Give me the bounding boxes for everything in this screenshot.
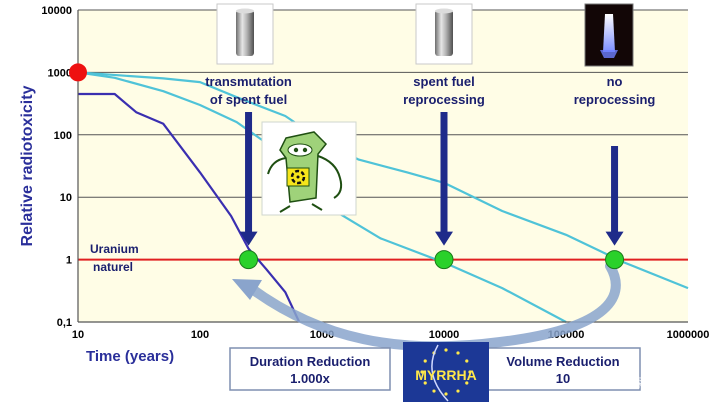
series-line-3: [77, 71, 689, 290]
glowing-fuel-assembly-icon: [584, 3, 634, 67]
marker-group: [69, 63, 625, 270]
logo-star: [465, 381, 469, 385]
annotation-group: transmutation of spent fuel spent fuel repr…: [205, 74, 655, 246]
y-tick-label: 10000: [41, 5, 72, 17]
logo-star: [432, 389, 436, 393]
annotation-label-line1: transmutation: [205, 74, 292, 89]
start-marker: [69, 63, 87, 82]
duration-box-line2: 1.000x: [290, 371, 331, 386]
y-tick-label: 1: [66, 255, 72, 267]
x-tick-label: 1000000: [667, 329, 710, 341]
logo-star: [423, 381, 427, 385]
annotation-arrow-head: [435, 231, 453, 246]
annotation-arrow-shaft: [611, 146, 619, 234]
reference-label-line1: Uranium: [90, 242, 139, 256]
annotation-label-line2: reprocessing: [403, 92, 485, 107]
reference-label-line2: naturel: [93, 260, 133, 274]
watermark: 森罗万象视频: [630, 376, 708, 391]
fuel-rod-icon: [216, 3, 274, 65]
annotation-label-line1: no: [607, 74, 623, 89]
logo-star: [444, 348, 448, 352]
y-tick-label: 10: [60, 192, 72, 204]
annotation-arrow-shaft: [245, 112, 253, 234]
annotation-label-line1: spent fuel: [413, 74, 474, 89]
annotation-arrow-head: [605, 231, 624, 246]
x-tick-label: 10000: [429, 329, 460, 341]
intersection-marker: [434, 250, 454, 270]
annotation-arrow-head: [239, 231, 258, 246]
y-axis-title: Relative radiotoxicity: [19, 85, 36, 246]
x-tick-label: 100: [191, 329, 209, 341]
x-tick-label: 10: [72, 329, 84, 341]
logo-star: [456, 389, 460, 393]
logo-star: [423, 359, 427, 363]
y-tick-label: 0,1: [57, 317, 72, 329]
intersection-marker: [239, 250, 259, 270]
logo-text: MYRRHA: [415, 367, 476, 383]
logo-star: [420, 370, 424, 374]
myrrha-logo: MYRRHA: [403, 342, 489, 402]
logo-star: [444, 392, 448, 396]
annotation-arrow-shaft: [440, 112, 448, 234]
volume-reduction-box: Volume Reduction 10: [485, 347, 641, 391]
y-tick-label: 100: [54, 130, 72, 142]
spent-fuel-canister-icon: [415, 3, 473, 65]
radioactive-barrel-mascot-icon: [261, 121, 357, 216]
annotation-label-line2: of spent fuel: [210, 92, 287, 107]
volume-box-line1: Volume Reduction: [506, 354, 619, 369]
y-tick-label: 1000: [48, 67, 72, 79]
volume-box-line2: 10: [556, 371, 570, 386]
logo-star: [468, 370, 472, 374]
duration-box-line1: Duration Reduction: [250, 354, 371, 369]
logo-star: [456, 351, 460, 355]
intersection-marker: [605, 250, 625, 270]
curved-arrow: [243, 261, 621, 352]
curved-arrow-head: [232, 279, 262, 300]
x-axis-title: Time (years): [86, 348, 174, 365]
duration-reduction-box: Duration Reduction 1.000x: [229, 347, 391, 391]
annotation-label-line2: reprocessing: [574, 92, 656, 107]
logo-star: [465, 359, 469, 363]
series-line-1: [78, 92, 301, 323]
